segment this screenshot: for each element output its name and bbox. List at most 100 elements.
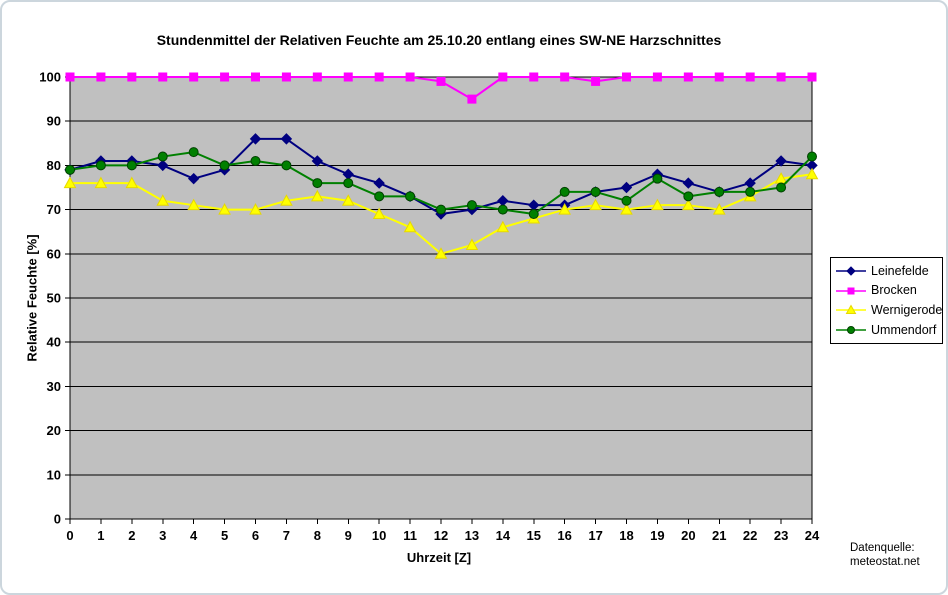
data-point-triangle-marker xyxy=(845,304,857,315)
data-point-circle-marker xyxy=(281,160,292,171)
x-tick-label: 5 xyxy=(221,528,228,543)
data-point-triangle-marker xyxy=(249,203,262,215)
data-point-circle-marker xyxy=(126,160,137,171)
x-tick-label: 15 xyxy=(527,528,541,543)
data-point-diamond-marker xyxy=(157,159,169,172)
x-tick-label: 23 xyxy=(774,528,788,543)
source-note-line1: Datenquelle: xyxy=(850,542,915,554)
x-axis-title: Uhrzeit [Z] xyxy=(406,550,472,565)
data-point-diamond-marker xyxy=(620,181,633,194)
data-point-circle-marker xyxy=(374,191,385,202)
legend-item-brocken: Brocken xyxy=(835,284,938,297)
legend-label: Brocken xyxy=(871,283,917,298)
source-note: Datenquelle: meteostat.net xyxy=(850,541,920,570)
data-point-square-marker xyxy=(96,72,106,82)
x-tick-label: 22 xyxy=(743,528,757,543)
legend: Leinefelde Brocken Wernigerode Ummendorf xyxy=(830,257,943,344)
legend-item-ummendorf: Ummendorf xyxy=(835,324,938,337)
legend-item-leinefelde: Leinefelde xyxy=(835,265,938,278)
x-tick-label: 9 xyxy=(345,528,352,543)
x-tick-label: 12 xyxy=(434,528,448,543)
data-point-square-marker xyxy=(158,72,168,82)
data-point-square-marker xyxy=(65,72,75,82)
data-point-square-marker xyxy=(281,72,291,82)
data-point-triangle-marker xyxy=(805,167,819,180)
data-point-triangle-marker xyxy=(94,176,108,189)
legend-marker-wernigerode-triangle-icon xyxy=(836,304,866,315)
data-point-diamond-marker xyxy=(775,155,787,167)
x-tick-label: 2 xyxy=(128,528,135,543)
data-point-triangle-marker xyxy=(310,189,324,202)
x-tick-label: 7 xyxy=(283,528,290,543)
data-point-square-marker xyxy=(652,72,662,82)
data-point-diamond-marker xyxy=(311,155,324,167)
data-point-triangle-marker xyxy=(620,203,633,215)
series-ummendorf xyxy=(65,147,817,220)
legend-marker-brocken-square-icon xyxy=(836,287,866,295)
legend-label: Leinefelde xyxy=(871,263,929,278)
y-tick-label: 60 xyxy=(47,246,61,261)
data-point-square-marker xyxy=(189,72,199,82)
legend-label: Ummendorf xyxy=(871,322,937,337)
x-tick-label: 10 xyxy=(372,528,386,543)
legend-label: Wernigerode xyxy=(871,303,943,318)
data-point-square-marker xyxy=(374,72,384,82)
data-point-circle-marker xyxy=(312,178,323,189)
data-point-circle-marker xyxy=(847,326,855,335)
y-tick-label: 10 xyxy=(47,467,61,482)
x-tick-label: 6 xyxy=(252,528,259,543)
x-tick-label: 8 xyxy=(314,528,321,543)
data-point-circle-marker xyxy=(745,186,756,197)
data-point-square-marker xyxy=(467,94,477,104)
data-point-square-marker xyxy=(127,72,137,82)
data-point-triangle-marker xyxy=(465,238,479,250)
data-point-square-marker xyxy=(683,72,693,82)
y-tick-label: 40 xyxy=(47,335,61,350)
data-point-triangle-marker xyxy=(589,198,602,211)
data-point-circle-marker xyxy=(528,209,539,220)
data-point-circle-marker xyxy=(714,186,725,197)
data-point-triangle-marker xyxy=(496,220,510,233)
data-point-circle-marker xyxy=(621,195,632,206)
data-point-triangle-marker xyxy=(681,198,695,211)
y-tick-label: 30 xyxy=(47,379,61,394)
data-point-circle-marker xyxy=(807,151,817,162)
data-point-circle-marker xyxy=(559,186,570,197)
data-point-square-marker xyxy=(436,76,446,86)
data-point-circle-marker xyxy=(188,147,199,158)
data-point-diamond-marker xyxy=(846,266,856,276)
data-point-triangle-marker xyxy=(187,198,201,211)
data-point-square-marker xyxy=(220,72,230,82)
data-point-triangle-marker xyxy=(558,203,572,215)
data-point-square-marker xyxy=(776,72,786,82)
y-tick-label: 100 xyxy=(39,70,61,85)
y-tick-label: 70 xyxy=(47,202,61,217)
data-point-circle-marker xyxy=(497,204,508,215)
data-point-triangle-marker xyxy=(372,207,386,220)
data-point-circle-marker xyxy=(652,173,663,184)
source-note-line2: meteostat.net xyxy=(850,556,920,569)
data-point-square-marker xyxy=(714,72,724,82)
data-point-circle-marker xyxy=(343,178,354,189)
data-point-triangle-marker xyxy=(341,194,355,206)
data-point-diamond-marker xyxy=(280,133,293,145)
x-tick-label: 16 xyxy=(557,528,571,543)
data-point-diamond-marker xyxy=(682,177,695,189)
data-point-square-marker xyxy=(807,72,817,82)
data-point-triangle-marker xyxy=(434,247,448,259)
data-point-diamond-marker xyxy=(187,172,200,185)
data-point-circle-marker xyxy=(95,160,106,171)
data-point-circle-marker xyxy=(157,151,168,162)
x-tick-label: 21 xyxy=(712,528,726,543)
data-point-circle-marker xyxy=(436,204,446,215)
x-tick-label: 24 xyxy=(805,528,820,543)
data-point-square-marker xyxy=(405,72,415,82)
data-point-triangle-marker xyxy=(63,176,77,189)
x-tick-label: 0 xyxy=(66,528,73,543)
data-point-square-marker xyxy=(498,72,508,82)
data-point-diamond-marker xyxy=(373,177,385,189)
x-tick-label: 11 xyxy=(403,528,417,543)
data-point-square-marker xyxy=(529,72,539,82)
